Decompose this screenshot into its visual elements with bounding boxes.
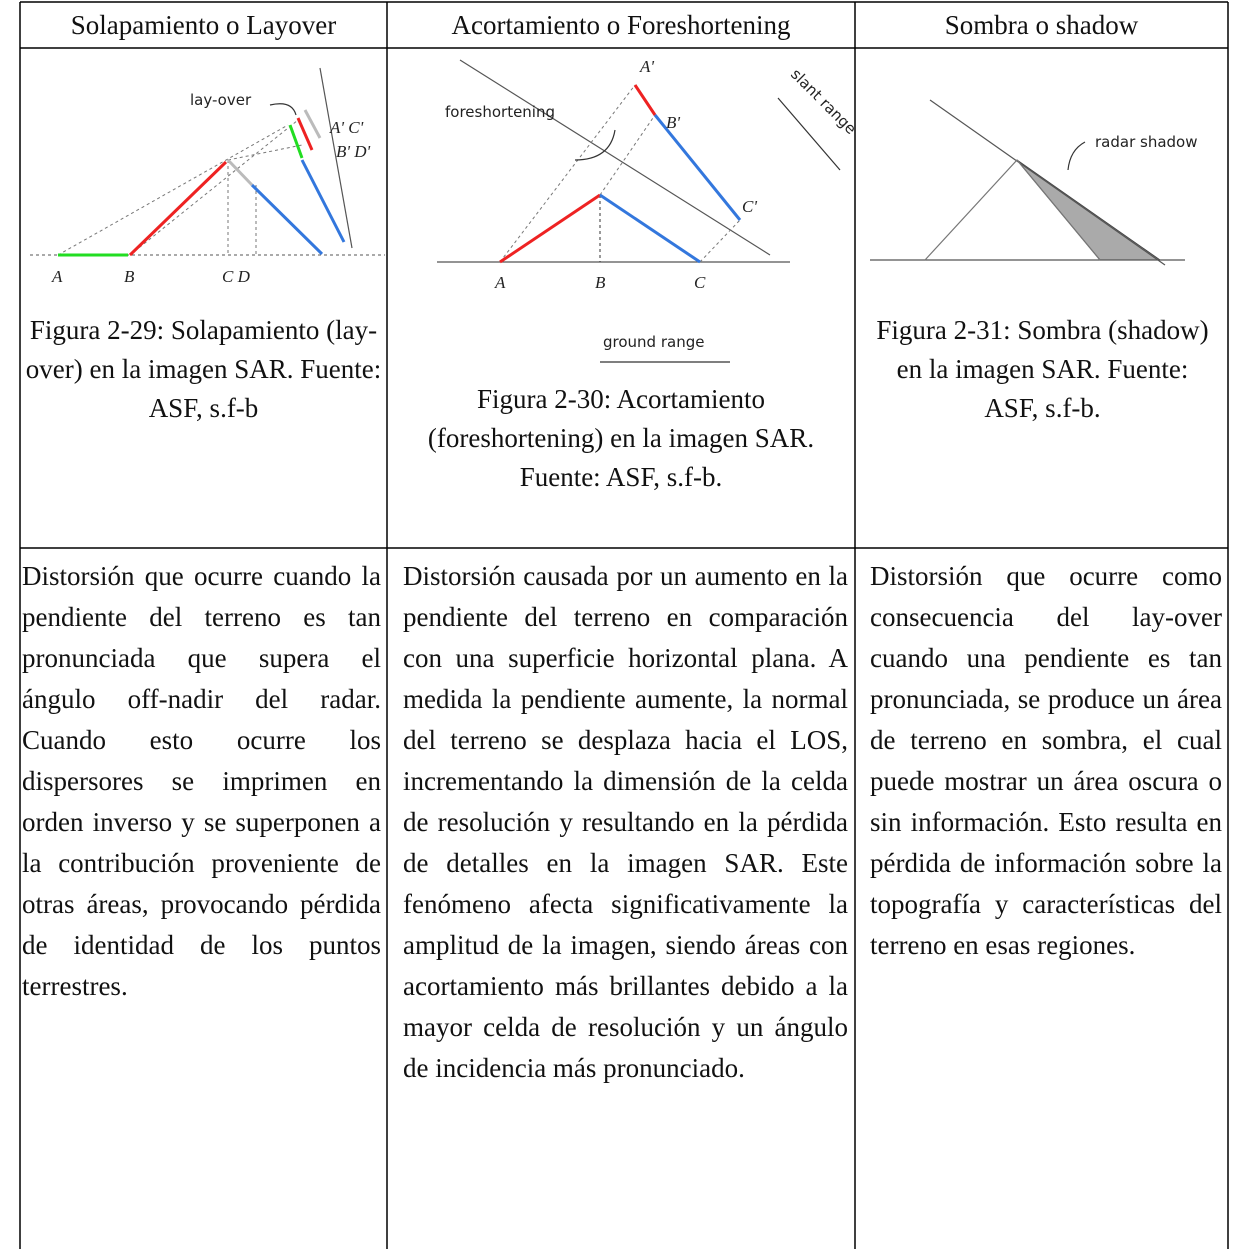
description: Distorsión que ocurre cuando la pendient… xyxy=(22,556,381,1007)
diagram-label: C' xyxy=(742,197,757,216)
diagram-label: slant range xyxy=(787,65,860,138)
header-cell: Acortamiento o Foreshortening xyxy=(387,6,855,45)
diagram-label: ground range xyxy=(603,333,704,351)
diagram-label: A' C' xyxy=(329,118,364,137)
figure-caption: Figura 2-30: Acortamiento (foreshortenin… xyxy=(420,380,822,497)
page: lay-over A' C' B' D' A B C D foreshorten… xyxy=(0,0,1233,1249)
diagram-label: B' xyxy=(666,113,680,132)
header-cell: Solapamiento o Layover xyxy=(20,6,387,45)
diagram-label: A xyxy=(494,273,506,292)
diagram-label: foreshortening xyxy=(445,103,555,121)
header-cell: Sombra o shadow xyxy=(855,6,1228,45)
diagram-label: A xyxy=(51,267,63,286)
description: Distorsión causada por un aumento en la … xyxy=(403,556,848,1089)
figure-caption: Figura 2-31: Sombra (shadow) en la image… xyxy=(870,311,1215,428)
diagram-label: B xyxy=(124,267,135,286)
diagram-label: lay-over xyxy=(190,91,252,109)
diagram-label: C D xyxy=(222,267,251,286)
diagram-label: B' D' xyxy=(336,142,371,161)
diagram-label: B xyxy=(595,273,606,292)
diagram-label: A' xyxy=(639,57,654,76)
diagram-label: C xyxy=(694,273,706,292)
diagram-label: radar shadow xyxy=(1095,133,1198,151)
description: Distorsión que ocurre como consecuencia … xyxy=(870,556,1222,966)
shadow-diagram xyxy=(870,100,1185,265)
figure-caption: Figura 2-29: Solapamiento (lay-over) en … xyxy=(25,311,382,428)
